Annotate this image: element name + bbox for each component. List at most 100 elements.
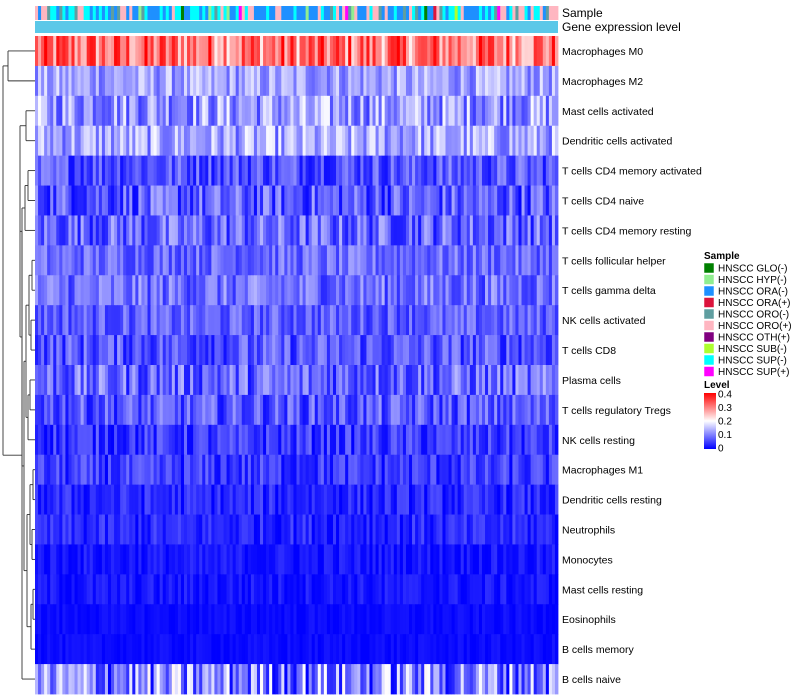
heatmap-cell — [193, 365, 197, 396]
heatmap-cell — [193, 454, 197, 486]
heatmap-cell — [524, 544, 528, 575]
heatmap-cell — [281, 365, 285, 396]
heatmap-cell — [481, 634, 486, 665]
heatmap-cell — [445, 215, 449, 246]
heatmap-cell — [50, 155, 54, 186]
heatmap-cell — [144, 335, 148, 366]
heatmap-cell — [396, 215, 401, 246]
heatmap-cell — [107, 424, 112, 456]
heatmap-cell — [375, 574, 379, 605]
heatmap-cell — [339, 604, 343, 635]
heatmap-cell — [332, 275, 337, 306]
heatmap-cell — [539, 484, 544, 515]
sample-annotation-cell — [171, 6, 176, 20]
heatmap-cell — [278, 664, 282, 695]
heatmap-cell — [256, 245, 261, 276]
heatmap-cell — [332, 604, 337, 635]
heatmap-cell — [460, 335, 465, 366]
heatmap-cell — [220, 305, 224, 336]
heatmap-cell — [104, 514, 109, 545]
heatmap-cell — [311, 125, 316, 157]
heatmap-cell — [107, 514, 112, 545]
heatmap-cell — [211, 544, 215, 575]
heatmap-cell — [199, 514, 203, 545]
heatmap-cell — [62, 95, 66, 127]
heatmap-cell — [348, 544, 352, 575]
heatmap-cell — [159, 335, 164, 366]
heatmap-cell — [223, 335, 227, 366]
heatmap-cell — [101, 95, 106, 127]
heatmap-cell — [89, 275, 94, 306]
heatmap-cell — [415, 394, 419, 426]
heatmap-cell — [506, 305, 510, 336]
heatmap-cell — [320, 424, 325, 456]
heatmap-cell — [342, 245, 346, 276]
heatmap-cell — [168, 484, 173, 515]
heatmap-cell — [460, 365, 465, 396]
heatmap-cell — [126, 484, 130, 515]
heatmap-cell — [196, 335, 200, 366]
heatmap-cell — [89, 574, 94, 605]
heatmap-cell — [485, 185, 489, 216]
heatmap-cell — [159, 65, 164, 97]
heatmap-cell — [430, 634, 434, 665]
heatmap-cell — [427, 155, 431, 186]
heatmap-cell — [77, 484, 82, 515]
heatmap-cell — [193, 394, 197, 426]
heatmap-cell — [348, 305, 352, 336]
heatmap-cell — [317, 245, 322, 276]
heatmap-cell — [533, 185, 538, 216]
heatmap-cell — [491, 424, 495, 456]
heatmap-cell — [317, 604, 322, 635]
heatmap-cell — [500, 365, 504, 396]
heatmap-cell — [284, 544, 288, 575]
heatmap-cell — [202, 215, 206, 246]
heatmap-cell — [65, 544, 69, 575]
heatmap-cell — [111, 574, 115, 605]
heatmap-cell — [74, 245, 78, 276]
heatmap-cell — [44, 125, 48, 157]
heatmap-cell — [35, 65, 39, 97]
heatmap-cell — [65, 365, 69, 396]
heatmap-cell — [290, 664, 294, 695]
heatmap-cell — [512, 305, 516, 336]
heatmap-cell — [107, 305, 112, 336]
heatmap-cell — [89, 454, 94, 486]
heatmap-cell — [278, 514, 282, 545]
heatmap-cell — [509, 574, 513, 605]
heatmap-cell — [536, 36, 541, 67]
heatmap-cell — [244, 544, 249, 575]
heatmap-cell — [165, 424, 170, 456]
heatmap-cell — [485, 574, 489, 605]
heatmap-cell — [244, 36, 249, 67]
heatmap-cell — [217, 65, 221, 97]
heatmap-cell — [481, 574, 486, 605]
heatmap-cell — [250, 36, 255, 67]
heatmap-cell — [399, 185, 404, 216]
heatmap-cell — [187, 335, 191, 366]
heatmap-cell — [460, 454, 465, 486]
heatmap-cell — [53, 365, 57, 396]
heatmap-cell — [439, 155, 443, 186]
heatmap-cell — [542, 215, 547, 246]
heatmap-cell — [345, 574, 349, 605]
heatmap-cell — [342, 65, 346, 97]
heatmap-cell — [144, 155, 148, 186]
heatmap-cell — [381, 365, 386, 396]
row-label: T cells follicular helper — [562, 255, 666, 267]
heatmap-cell — [59, 574, 63, 605]
heatmap-cell — [348, 394, 352, 426]
heatmap-cell — [542, 185, 547, 216]
heatmap-cell — [503, 365, 507, 396]
heatmap-cell — [506, 634, 510, 665]
heatmap-cell — [500, 125, 504, 157]
heatmap-cell — [366, 215, 370, 246]
heatmap-cell — [111, 275, 115, 306]
heatmap-cell — [101, 155, 106, 186]
heatmap-cell — [336, 275, 340, 306]
sample-annotation-cell — [83, 6, 88, 20]
heatmap-cell — [472, 36, 477, 67]
heatmap-cell — [375, 335, 379, 366]
heatmap-cell — [384, 664, 389, 695]
heatmap-cell — [165, 544, 170, 575]
